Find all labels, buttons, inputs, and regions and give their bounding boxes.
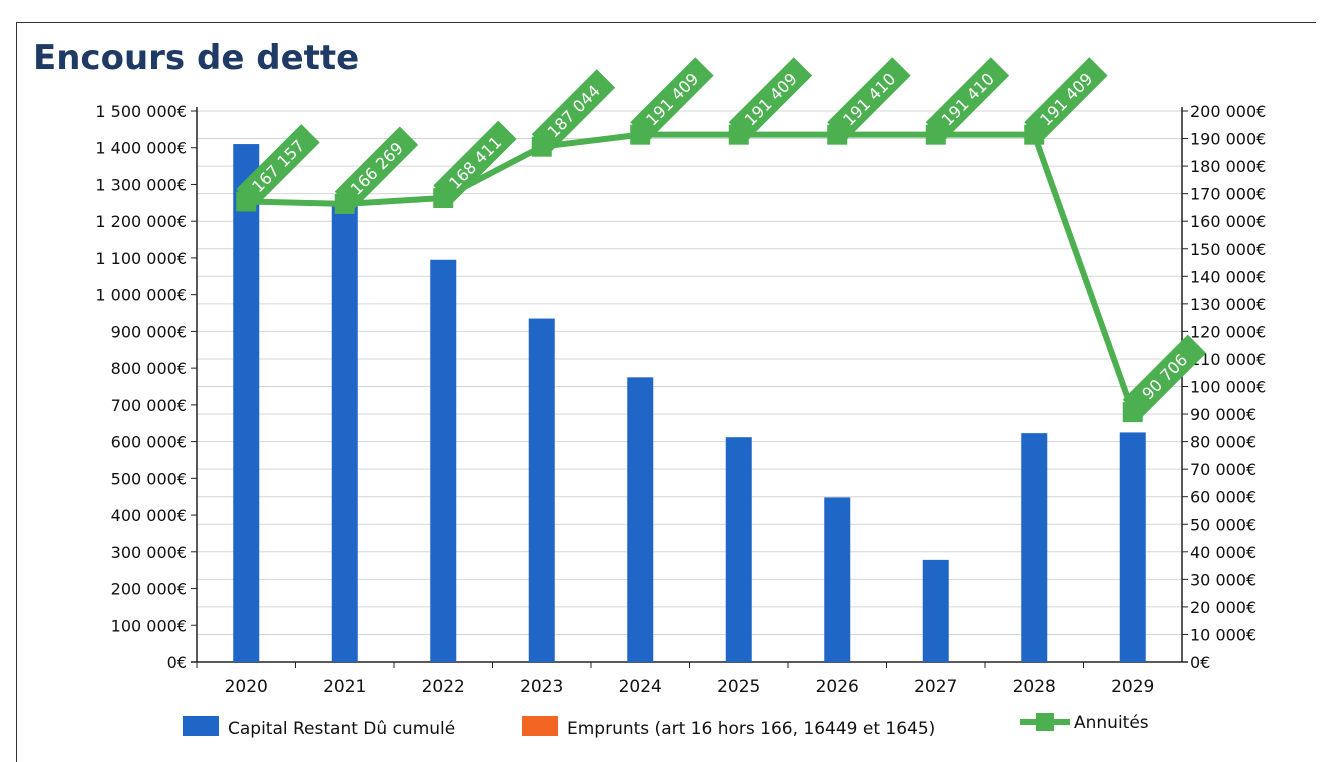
left-tick-label: 900 000€ <box>111 322 187 341</box>
legend-marker-annuites <box>1036 713 1054 731</box>
right-tick-label: 200 000€ <box>1190 102 1266 121</box>
data-label-annuites: 191 409 <box>630 57 714 141</box>
left-tick-label: 700 000€ <box>111 396 187 415</box>
right-tick-label: 10 000€ <box>1190 625 1256 644</box>
right-tick-label: 190 000€ <box>1190 130 1266 149</box>
right-tick-label: 70 000€ <box>1190 460 1256 479</box>
left-tick-label: 0€ <box>167 653 187 672</box>
left-tick-label: 1 000 000€ <box>95 286 187 305</box>
right-tick-label: 40 000€ <box>1190 543 1256 562</box>
bar-capital-restant-du <box>922 559 949 662</box>
x-tick-label: 2025 <box>717 677 760 697</box>
x-tick-label: 2026 <box>816 677 859 697</box>
bar-capital-restant-du <box>233 144 260 662</box>
right-tick-label: 20 000€ <box>1190 598 1256 617</box>
right-tick-label: 170 000€ <box>1190 185 1266 204</box>
right-tick-label: 140 000€ <box>1190 267 1266 286</box>
x-tick-label: 2029 <box>1111 677 1154 697</box>
bar-capital-restant-du <box>725 437 752 662</box>
data-label-box <box>433 120 517 205</box>
left-tick-label: 100 000€ <box>111 616 187 635</box>
right-tick-label: 30 000€ <box>1190 570 1256 589</box>
x-tick-label: 2020 <box>225 677 268 697</box>
data-label-text: 191 409 <box>642 69 702 129</box>
legend-label-annuites: Annuités <box>1074 713 1149 733</box>
right-tick-label: 160 000€ <box>1190 212 1266 231</box>
data-label-box <box>531 69 616 153</box>
right-tick-label: 100 000€ <box>1190 378 1266 397</box>
data-label-text: 191 409 <box>741 69 801 129</box>
data-label-box <box>1122 334 1207 419</box>
right-tick-label: 50 000€ <box>1190 515 1256 534</box>
bar-capital-restant-du <box>528 318 555 662</box>
x-tick-label: 2022 <box>422 677 465 697</box>
left-tick-label: 1 200 000€ <box>95 212 187 231</box>
right-tick-label: 180 000€ <box>1190 157 1266 176</box>
left-tick-label: 1 500 000€ <box>95 102 187 121</box>
right-tick-label: 110 000€ <box>1190 350 1266 369</box>
data-label-annuites: 191 409 <box>728 57 813 141</box>
line-annuites <box>246 131 1136 414</box>
chart-title: Encours de dette <box>33 38 360 78</box>
data-label-box <box>334 126 419 210</box>
right-tick-label: 60 000€ <box>1190 488 1256 507</box>
right-tick-label: 0€ <box>1190 653 1210 672</box>
left-tick-label: 400 000€ <box>111 506 187 525</box>
bar-capital-restant-du <box>627 377 654 662</box>
left-tick-label: 1 100 000€ <box>95 249 187 268</box>
data-label-text: 191 409 <box>1036 69 1096 129</box>
x-tick-label: 2023 <box>520 677 563 697</box>
bar-capital-restant-du <box>1021 433 1048 662</box>
x-tick-label: 2021 <box>323 677 366 697</box>
legend-label-emprunts: Emprunts (art 16 hors 166, 16449 et 1645… <box>567 719 935 739</box>
left-tick-label: 500 000€ <box>111 469 187 488</box>
data-label-box <box>827 57 911 141</box>
legend-label-capital: Capital Restant Dû cumulé <box>228 719 455 739</box>
right-tick-label: 130 000€ <box>1190 295 1266 314</box>
left-tick-label: 800 000€ <box>111 359 187 378</box>
data-label-box <box>728 57 813 141</box>
right-tick-label: 120 000€ <box>1190 322 1266 341</box>
bar-capital-restant-du <box>430 259 457 662</box>
bar-capital-restant-du <box>331 204 358 663</box>
chart-frame <box>16 22 1316 762</box>
left-tick-label: 1 300 000€ <box>95 175 187 194</box>
bar-capital-restant-du <box>1119 432 1146 662</box>
data-label-annuites: 191 409 <box>1024 57 1108 141</box>
data-label-annuites: 191 410 <box>827 57 911 141</box>
data-label-annuites: 191 410 <box>925 57 1010 141</box>
legend-swatch-emprunts <box>522 716 558 736</box>
data-label-text: 191 410 <box>938 69 998 129</box>
data-label-box <box>630 57 714 141</box>
left-tick-label: 1 400 000€ <box>95 139 187 158</box>
x-tick-label: 2024 <box>619 677 662 697</box>
legend-swatch-capital <box>183 716 219 736</box>
data-label-text: 166 269 <box>347 138 407 198</box>
data-label-box <box>1024 57 1108 141</box>
data-label-box <box>236 124 320 208</box>
data-label-box <box>925 57 1010 141</box>
x-tick-label: 2027 <box>914 677 957 697</box>
right-tick-label: 150 000€ <box>1190 240 1266 259</box>
right-tick-label: 90 000€ <box>1190 405 1256 424</box>
right-tick-label: 80 000€ <box>1190 433 1256 452</box>
left-tick-label: 600 000€ <box>111 433 187 452</box>
bar-capital-restant-du <box>824 497 851 662</box>
left-tick-label: 300 000€ <box>111 543 187 562</box>
left-tick-label: 200 000€ <box>111 580 187 599</box>
data-label-text: 191 410 <box>839 69 899 129</box>
x-tick-label: 2028 <box>1013 677 1056 697</box>
data-label-annuites: 168 411 <box>433 120 517 205</box>
